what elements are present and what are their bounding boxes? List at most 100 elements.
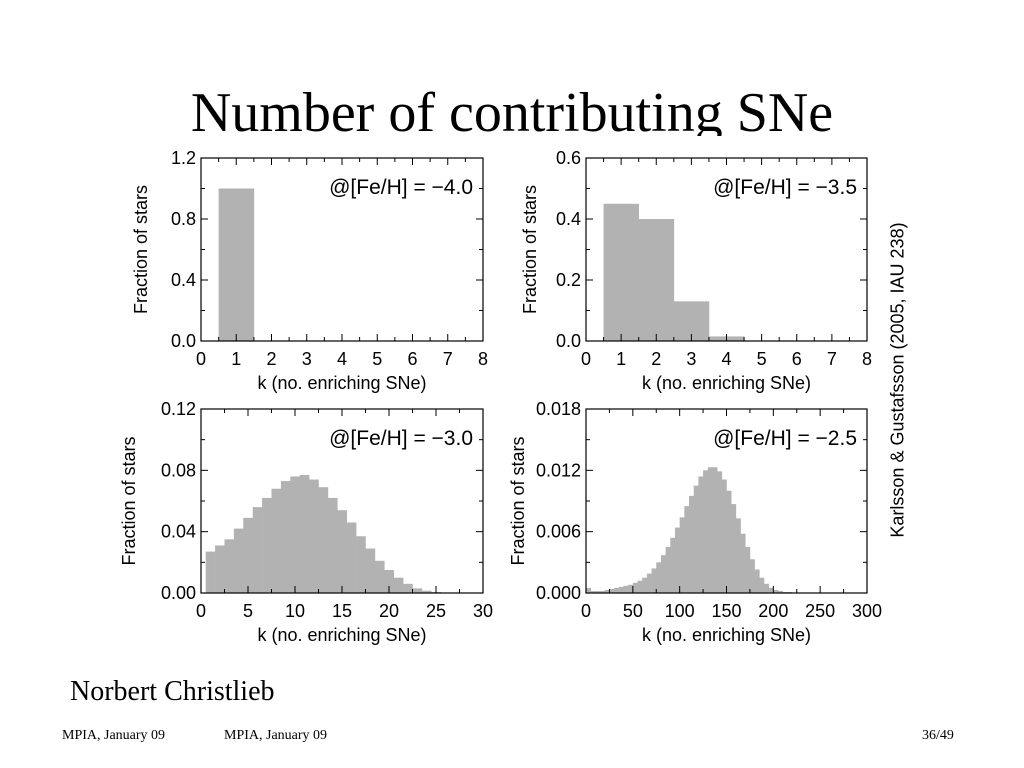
- x-tick-label: 4: [721, 349, 731, 369]
- x-axis-label: k (no. enriching SNe): [257, 625, 426, 645]
- x-tick-label: 150: [711, 601, 741, 621]
- y-tick-label: 0.00: [161, 583, 196, 603]
- x-tick-label: 5: [372, 349, 382, 369]
- x-tick-label: 0: [581, 601, 591, 621]
- histogram-bar: [660, 555, 666, 593]
- histogram-bar: [233, 528, 244, 593]
- histogram-bar: [698, 476, 704, 593]
- histogram-bar: [262, 497, 272, 593]
- x-tick-label: 0: [196, 601, 206, 621]
- y-tick-label: 0.04: [161, 522, 196, 542]
- histogram-bar: [749, 559, 755, 593]
- histogram-bar: [271, 488, 282, 593]
- histogram-panel-2: 0 1 2 3 4 5 6 7 8 0.0 0.2 0.4 0.6 @[Fe/H] = −3.5 k (no…: [520, 148, 872, 393]
- histogram-bar: [337, 510, 347, 593]
- histogram-bar: [731, 504, 737, 593]
- histogram-bar: [637, 580, 643, 593]
- y-tick-label: 0.018: [536, 399, 581, 419]
- x-axis-label: k (no. enriching SNe): [642, 625, 811, 645]
- footer-center: MPIA, January 09: [224, 728, 328, 743]
- y-tick-label: 0.4: [556, 209, 581, 229]
- histogram-bar: [740, 533, 746, 593]
- y-axis-label: Fraction of stars: [131, 185, 151, 314]
- x-tick-label: 50: [623, 601, 643, 621]
- x-tick-label: 4: [337, 349, 347, 369]
- x-axis-label: k (no. enriching SNe): [642, 373, 811, 393]
- histogram-bar: [670, 537, 676, 593]
- histogram-bar: [632, 582, 638, 593]
- histogram-bar: [365, 548, 376, 593]
- histogram-bar: [759, 577, 765, 593]
- y-tick-label: 0.08: [161, 460, 196, 480]
- x-tick-label: 200: [758, 601, 788, 621]
- y-tick-label: 0.12: [161, 399, 196, 419]
- histogram-bar: [356, 536, 366, 593]
- x-tick-label: 30: [473, 601, 493, 621]
- x-tick-label: 3: [686, 349, 696, 369]
- y-tick-label: 0.006: [536, 522, 581, 542]
- y-tick-label: 0.8: [171, 209, 196, 229]
- page-number: 36/49: [922, 728, 954, 743]
- histogram-bar: [346, 522, 357, 593]
- histogram-bar: [609, 588, 615, 593]
- histogram-bar: [243, 517, 253, 593]
- histogram-bar: [703, 470, 709, 593]
- histogram-bar: [421, 590, 432, 593]
- histogram-bar: [721, 479, 727, 593]
- y-tick-label: 0.6: [556, 148, 581, 168]
- histogram-bar: [623, 585, 629, 593]
- y-tick-label: 0.0: [171, 331, 196, 351]
- histogram-bar: [384, 570, 394, 593]
- x-tick-label: 15: [332, 601, 352, 621]
- x-tick-label: 20: [379, 601, 399, 621]
- histogram-bar: [403, 583, 413, 593]
- histogram-bar: [252, 507, 263, 593]
- x-tick-label: 25: [426, 601, 446, 621]
- x-tick-label: 1: [616, 349, 626, 369]
- histogram-bar: [712, 467, 718, 593]
- citation-text: Karlsson & Gustafsson (2005, IAU 238): [887, 222, 908, 538]
- histogram-bar: [689, 495, 695, 593]
- x-tick-label: 7: [443, 349, 453, 369]
- histogram-bar: [651, 568, 657, 593]
- histogram-bar: [224, 539, 235, 593]
- histogram-bar: [674, 527, 680, 593]
- histogram-bar: [393, 577, 404, 593]
- x-tick-label: 8: [862, 349, 872, 369]
- author-name: Norbert Christlieb: [70, 676, 275, 707]
- histogram-bar: [726, 490, 732, 593]
- x-tick-label: 3: [302, 349, 312, 369]
- histogram-bar: [763, 583, 769, 593]
- histogram-bar: [412, 588, 423, 593]
- histogram-bar: [327, 497, 338, 593]
- histogram-bar: [215, 545, 225, 593]
- histogram-bar: [290, 476, 300, 593]
- metallicity-label: @[Fe/H] = −4.0: [329, 176, 473, 199]
- histogram-bar: [768, 587, 774, 593]
- x-tick-label: 100: [665, 601, 695, 621]
- x-tick-label: 5: [757, 349, 767, 369]
- histogram-bar: [218, 188, 255, 341]
- x-tick-label: 8: [478, 349, 488, 369]
- x-tick-label: 7: [827, 349, 837, 369]
- histogram-bar: [679, 517, 685, 593]
- histogram-bar: [590, 590, 596, 593]
- histogram-bar: [205, 551, 216, 593]
- histogram-bar: [318, 487, 329, 593]
- histogram-bar: [374, 560, 385, 593]
- histogram-bar: [604, 589, 610, 593]
- histogram-bar: [717, 471, 723, 593]
- histogram-bar: [754, 569, 760, 593]
- histogram-bar: [309, 479, 319, 593]
- histogram-panel-4: 0 50 100 150 200 250 300 0.000 0.006 0.012 0.018 @[…: [508, 399, 882, 645]
- histogram-bar: [773, 589, 779, 593]
- histogram-bar: [745, 547, 751, 593]
- y-tick-label: 0.2: [556, 270, 581, 290]
- histogram-bar: [628, 584, 634, 593]
- y-tick-label: 0.4: [171, 270, 196, 290]
- histogram-bar: [656, 562, 662, 593]
- histogram-bar: [595, 590, 601, 593]
- x-tick-label: 1: [231, 349, 241, 369]
- histogram-panel-1: 0 1 2 3 4 5 6 7 8 0.0 0.4 0.8 1.2 @[Fe/H] = −4.0 k (no…: [131, 148, 488, 393]
